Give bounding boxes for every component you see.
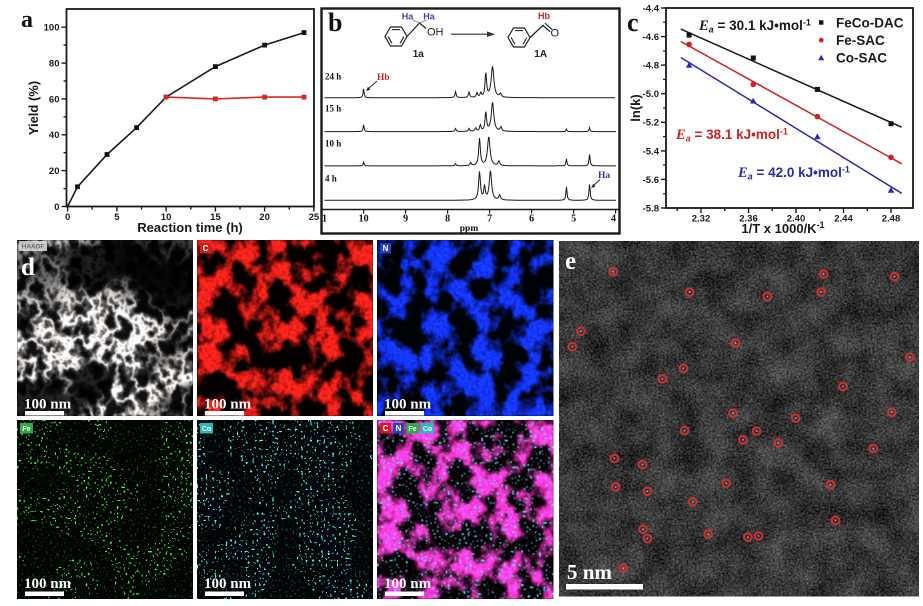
svg-text:d: d — [21, 254, 35, 281]
svg-text:5: 5 — [114, 212, 120, 223]
svg-text:1A: 1A — [534, 49, 547, 60]
svg-text:2.32: 2.32 — [692, 214, 711, 225]
svg-text:Co-SAC: Co-SAC — [836, 51, 887, 66]
svg-text:Fe-SAC: Fe-SAC — [836, 33, 885, 48]
svg-text:10: 10 — [161, 212, 172, 223]
svg-text:Hb: Hb — [377, 73, 390, 83]
svg-text:b: b — [328, 8, 342, 37]
svg-text:2.36: 2.36 — [739, 214, 758, 225]
svg-text:100 nm: 100 nm — [384, 397, 432, 413]
svg-text:4 h: 4 h — [325, 174, 337, 184]
svg-text:5: 5 — [571, 214, 576, 225]
svg-text:-4.6: -4.6 — [643, 32, 659, 43]
svg-text:Fe: Fe — [408, 426, 416, 433]
svg-text:15 h: 15 h — [325, 104, 341, 114]
svg-text:100 nm: 100 nm — [24, 576, 72, 592]
svg-text:Ea = 30.1 kJ•mol-1: Ea = 30.1 kJ•mol-1 — [698, 18, 811, 35]
svg-text:100 nm: 100 nm — [204, 576, 252, 592]
svg-text:Co: Co — [423, 426, 432, 433]
svg-text:100 nm: 100 nm — [204, 397, 252, 413]
svg-text:e: e — [565, 248, 576, 275]
svg-text:HAADF: HAADF — [22, 244, 45, 251]
svg-text:20: 20 — [259, 212, 270, 223]
svg-text:a: a — [21, 7, 33, 33]
svg-text:5 nm: 5 nm — [567, 560, 612, 584]
svg-text:Ha: Ha — [423, 12, 435, 22]
svg-text:1a: 1a — [413, 49, 425, 60]
svg-text:Ha: Ha — [598, 171, 610, 181]
svg-text:7: 7 — [487, 214, 492, 225]
svg-text:10 h: 10 h — [325, 139, 341, 149]
svg-text:N: N — [383, 244, 389, 253]
svg-text:ppm: ppm — [460, 224, 479, 234]
svg-text:-5.2: -5.2 — [643, 118, 659, 129]
svg-text:-4.4: -4.4 — [643, 3, 660, 14]
svg-text:Hb: Hb — [538, 11, 550, 21]
svg-text:10: 10 — [359, 214, 369, 225]
svg-text:c: c — [627, 8, 639, 37]
svg-text:N: N — [396, 424, 402, 433]
svg-text:2.48: 2.48 — [882, 214, 901, 225]
svg-text:1: 1 — [322, 214, 327, 225]
svg-text:ln(k): ln(k) — [628, 94, 643, 121]
svg-text:Reaction time (h): Reaction time (h) — [137, 220, 242, 235]
svg-text:24 h: 24 h — [325, 72, 341, 82]
svg-text:40: 40 — [49, 130, 60, 141]
svg-text:FeCo-DAC: FeCo-DAC — [836, 15, 904, 30]
svg-text:Fe: Fe — [22, 426, 30, 433]
svg-text:100 nm: 100 nm — [24, 397, 72, 413]
svg-text:-5.4: -5.4 — [643, 146, 660, 157]
svg-text:Yield (%): Yield (%) — [26, 81, 41, 135]
svg-text:0: 0 — [65, 212, 70, 223]
svg-text:C: C — [383, 424, 389, 433]
svg-text:25: 25 — [309, 212, 320, 223]
svg-text:Co: Co — [202, 426, 211, 433]
svg-text:0: 0 — [54, 202, 59, 213]
svg-text:2.40: 2.40 — [787, 214, 806, 225]
svg-text:C: C — [203, 244, 209, 253]
svg-text:60: 60 — [49, 94, 60, 105]
svg-text:Ea = 42.0 kJ•mol-1: Ea = 42.0 kJ•mol-1 — [737, 165, 850, 182]
svg-text:Ha: Ha — [402, 12, 414, 22]
svg-text:-4.8: -4.8 — [643, 61, 659, 72]
svg-text:OH: OH — [427, 27, 444, 39]
svg-text:O: O — [551, 28, 560, 40]
svg-text:100: 100 — [44, 23, 60, 34]
svg-text:6: 6 — [529, 214, 534, 225]
svg-text:20: 20 — [49, 166, 60, 177]
svg-text:-5.8: -5.8 — [643, 203, 659, 214]
svg-text:-5.0: -5.0 — [643, 89, 659, 100]
svg-text:80: 80 — [49, 59, 60, 70]
svg-text:8: 8 — [445, 214, 450, 225]
svg-text:4: 4 — [611, 214, 616, 225]
svg-text:100 nm: 100 nm — [384, 576, 432, 592]
svg-text:-5.6: -5.6 — [643, 175, 659, 186]
svg-text:1/T x 1000/K-1: 1/T x 1000/K-1 — [741, 220, 824, 236]
svg-text:2.44: 2.44 — [834, 214, 853, 225]
svg-text:9: 9 — [403, 214, 408, 225]
svg-text:Ea = 38.1 kJ•mol-1: Ea = 38.1 kJ•mol-1 — [675, 127, 788, 144]
svg-text:15: 15 — [210, 212, 221, 223]
